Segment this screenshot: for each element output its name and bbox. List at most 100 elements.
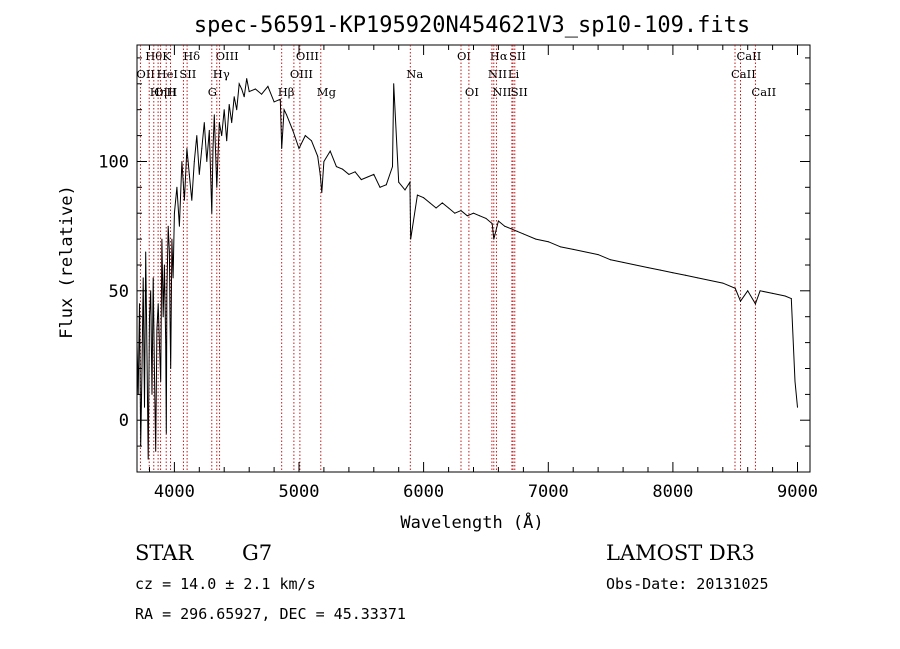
spectrum-point (329, 150, 331, 152)
spectrum-point (228, 104, 230, 105)
line-marker-label: OIII (154, 85, 177, 99)
spectrum-point (797, 406, 798, 408)
spectrum-point (560, 246, 562, 248)
spectrum-point (292, 129, 294, 131)
spectrum-point (404, 189, 406, 191)
spectrum-point (218, 122, 220, 124)
spectrum-point (206, 161, 208, 162)
spectrum-point (747, 290, 749, 292)
spectrum-point (246, 78, 248, 80)
line-marker-label: SII (511, 85, 528, 99)
line-marker-label: H (167, 85, 177, 99)
spectrum-point (248, 91, 250, 93)
spectrum-point (236, 109, 238, 111)
spectrum-point (201, 148, 203, 149)
spectrum-point (156, 329, 158, 331)
line-marker-label: Hα (490, 49, 508, 63)
line-marker-label: Hη (150, 85, 167, 99)
chart-title: spec-56591-KP195920N454621V3_sp10-109.fi… (194, 13, 750, 38)
spectrum-point (622, 261, 624, 263)
spectrum-point (178, 225, 180, 227)
spectrum-point (160, 380, 162, 382)
spectrum-point (286, 114, 288, 116)
spectrum-point (165, 432, 167, 434)
spectrum-point (223, 109, 225, 111)
x-tick-label: 9000 (777, 482, 818, 502)
spectrum-point (142, 277, 144, 279)
spectrum-point (510, 228, 512, 230)
spectrum-point (684, 274, 686, 276)
spectrum-point (535, 238, 537, 240)
plot-frame (136, 44, 811, 473)
x-tick-label: 5000 (279, 482, 320, 502)
spectrum-point (373, 173, 375, 175)
spectrum-point (672, 272, 674, 274)
line-marker-label: SII (509, 49, 526, 63)
spectrum-point (198, 173, 200, 175)
spectrum-point (740, 300, 741, 302)
spectrum-point (146, 355, 148, 356)
spectrum-point (145, 251, 147, 253)
spectrum-point (398, 181, 400, 183)
spectrum-point (216, 186, 218, 188)
x-tick-label: 7000 (528, 482, 569, 502)
spectrum-point (167, 225, 169, 227)
line-marker-label: G (208, 85, 217, 99)
line-marker-label: CaII (731, 67, 756, 81)
spectrum-point (231, 122, 233, 124)
spectrum-point (485, 217, 487, 219)
spectrum-point (196, 135, 198, 137)
spectrum-point (435, 207, 437, 209)
spectrum-point (794, 380, 796, 382)
spectrum-point (772, 292, 774, 294)
spectrum-point (572, 248, 574, 250)
line-marker-label: OIII (216, 49, 239, 63)
spectrum-point (169, 316, 171, 318)
spectrum-point (267, 85, 269, 87)
line-marker-label: OI (457, 49, 471, 63)
spectrum-point (233, 96, 235, 98)
spectrum-point (147, 458, 149, 460)
spectrum-point (254, 88, 256, 90)
line-marker-label: OII (136, 67, 155, 81)
spectrum-point (241, 88, 243, 90)
spectrum-point (317, 155, 319, 157)
spectrum-point (139, 303, 140, 305)
spectrum-point (659, 269, 661, 271)
spectrum-point (610, 259, 612, 261)
spectrum-point (173, 212, 175, 214)
line-marker-label: OI (465, 85, 479, 99)
y-tick-label: 0 (119, 411, 129, 431)
spectrum-point (163, 264, 165, 266)
spectrum-point (261, 93, 263, 95)
spectrum-point (168, 251, 170, 253)
spectrum-point (193, 161, 195, 162)
spectrum-point (176, 186, 178, 188)
spectrum-point (379, 186, 381, 188)
spectrum-point (722, 282, 724, 284)
spectrum-point (454, 212, 456, 214)
spectrum-point (212, 148, 214, 149)
spectrum-point (416, 194, 418, 196)
spectrum-point (208, 129, 210, 131)
y-tick-label: 50 (109, 282, 129, 302)
line-marker-label: CaII (751, 85, 776, 99)
line-marker-label: NII (488, 67, 507, 81)
x-tick-label: 8000 (652, 482, 693, 502)
spectrum-point (155, 450, 157, 452)
spectrum-point (281, 148, 283, 149)
spectrum-point (516, 230, 518, 232)
spectrum-point (393, 83, 395, 85)
line-marker-label: SII (179, 67, 196, 81)
line-marker-label: Mg (317, 85, 337, 99)
spectrum-point (784, 295, 786, 297)
survey-name: LAMOST DR3 (606, 541, 755, 565)
x-axis-ticks: 4000 5000 6000 7000 8000 9000 (149, 45, 818, 502)
spectrum-point (547, 241, 549, 243)
spectrum-point (273, 101, 275, 103)
spectrum-point (304, 135, 306, 137)
spectrum-point (181, 161, 183, 162)
spectrum-point (213, 114, 215, 116)
